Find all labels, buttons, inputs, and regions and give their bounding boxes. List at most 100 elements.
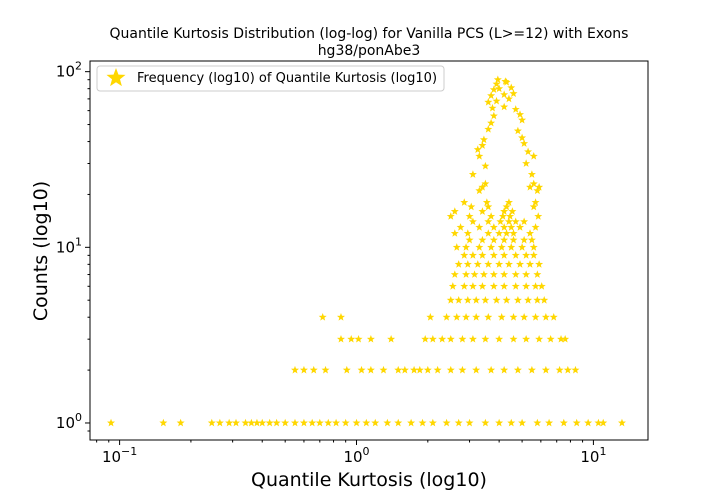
data-point (599, 418, 608, 427)
data-point (488, 103, 497, 112)
data-point (520, 217, 529, 226)
data-point (458, 334, 467, 343)
data-point (513, 365, 522, 374)
data-point (498, 212, 507, 220)
x-tick-label: 100 (343, 445, 369, 466)
data-point (527, 235, 536, 244)
data-point (446, 365, 455, 374)
data-point (468, 170, 477, 178)
data-point (484, 98, 493, 106)
data-point (299, 418, 308, 427)
data-point (531, 282, 540, 290)
data-point (518, 418, 527, 427)
data-point (516, 260, 525, 268)
data-point (460, 251, 469, 259)
data-point (513, 296, 522, 304)
data-point (533, 296, 542, 304)
legend-box (96, 65, 445, 92)
data-point (460, 282, 469, 290)
data-point (502, 296, 511, 304)
data-point (511, 217, 520, 226)
plot-frame (89, 60, 649, 441)
data-point (527, 170, 536, 178)
data-point (513, 126, 522, 135)
chart-subtitle: hg38/ponAbe3 (318, 43, 421, 59)
x-axis-ticks: 10−1 100 101 (96, 440, 606, 466)
data-point (472, 313, 481, 321)
chart-title: Quantile Kurtosis Distribution (log-log)… (110, 26, 629, 42)
data-point (482, 198, 491, 206)
data-point (252, 418, 261, 427)
data-point (535, 334, 544, 343)
data-point (511, 282, 520, 290)
data-point (522, 251, 531, 259)
data-point (433, 365, 442, 374)
data-point (497, 243, 506, 251)
data-point (504, 260, 513, 268)
data-point (520, 235, 529, 244)
data-point (478, 182, 487, 191)
data-point (557, 334, 566, 343)
data-point (524, 296, 533, 304)
data-point (463, 260, 472, 268)
data-point (500, 282, 509, 290)
data-point (207, 418, 216, 427)
data-point (500, 270, 509, 278)
data-point (454, 296, 463, 304)
data-point (507, 243, 516, 251)
data-point (500, 251, 509, 259)
data-point (481, 334, 490, 343)
scatter-points (107, 75, 626, 427)
data-point (481, 161, 490, 170)
data-point (379, 365, 388, 374)
data-point (309, 365, 318, 374)
data-point (511, 105, 520, 113)
data-point (159, 418, 168, 427)
data-point (572, 418, 581, 427)
data-point (507, 418, 516, 427)
data-point (484, 217, 493, 226)
y-tick-label: 100 (56, 411, 82, 432)
data-point (489, 85, 498, 94)
data-point (318, 313, 327, 321)
data-point (495, 229, 504, 237)
data-point (495, 334, 504, 343)
data-point (492, 96, 501, 105)
data-point (478, 141, 487, 149)
data-point (495, 260, 504, 268)
data-point (484, 260, 493, 268)
data-point (336, 334, 345, 343)
data-point (535, 260, 544, 268)
data-point (272, 418, 281, 427)
data-point (265, 418, 274, 427)
data-point (291, 365, 299, 374)
data-point (258, 418, 267, 427)
data-point (291, 418, 299, 427)
data-point (423, 365, 432, 374)
data-point (428, 418, 437, 427)
data-point (371, 418, 380, 427)
data-point (475, 223, 484, 231)
data-point (520, 313, 529, 321)
data-point (421, 334, 430, 343)
data-point (215, 418, 224, 427)
data-point (484, 313, 493, 321)
data-point (489, 282, 498, 290)
data-point (509, 313, 518, 321)
data-point (507, 83, 516, 92)
data-point (516, 223, 525, 231)
data-point (502, 229, 511, 237)
data-point (446, 212, 455, 220)
data-point (460, 198, 469, 206)
data-point (487, 212, 496, 220)
y-tick-label: 101 (56, 235, 82, 256)
x-tick-label: 10−1 (102, 445, 137, 466)
data-point (241, 418, 250, 427)
data-point (366, 334, 375, 343)
data-point (509, 334, 518, 343)
data-point (487, 243, 496, 251)
data-point (463, 229, 472, 237)
data-point (352, 418, 361, 427)
data-point (495, 84, 504, 93)
data-point (446, 296, 455, 304)
